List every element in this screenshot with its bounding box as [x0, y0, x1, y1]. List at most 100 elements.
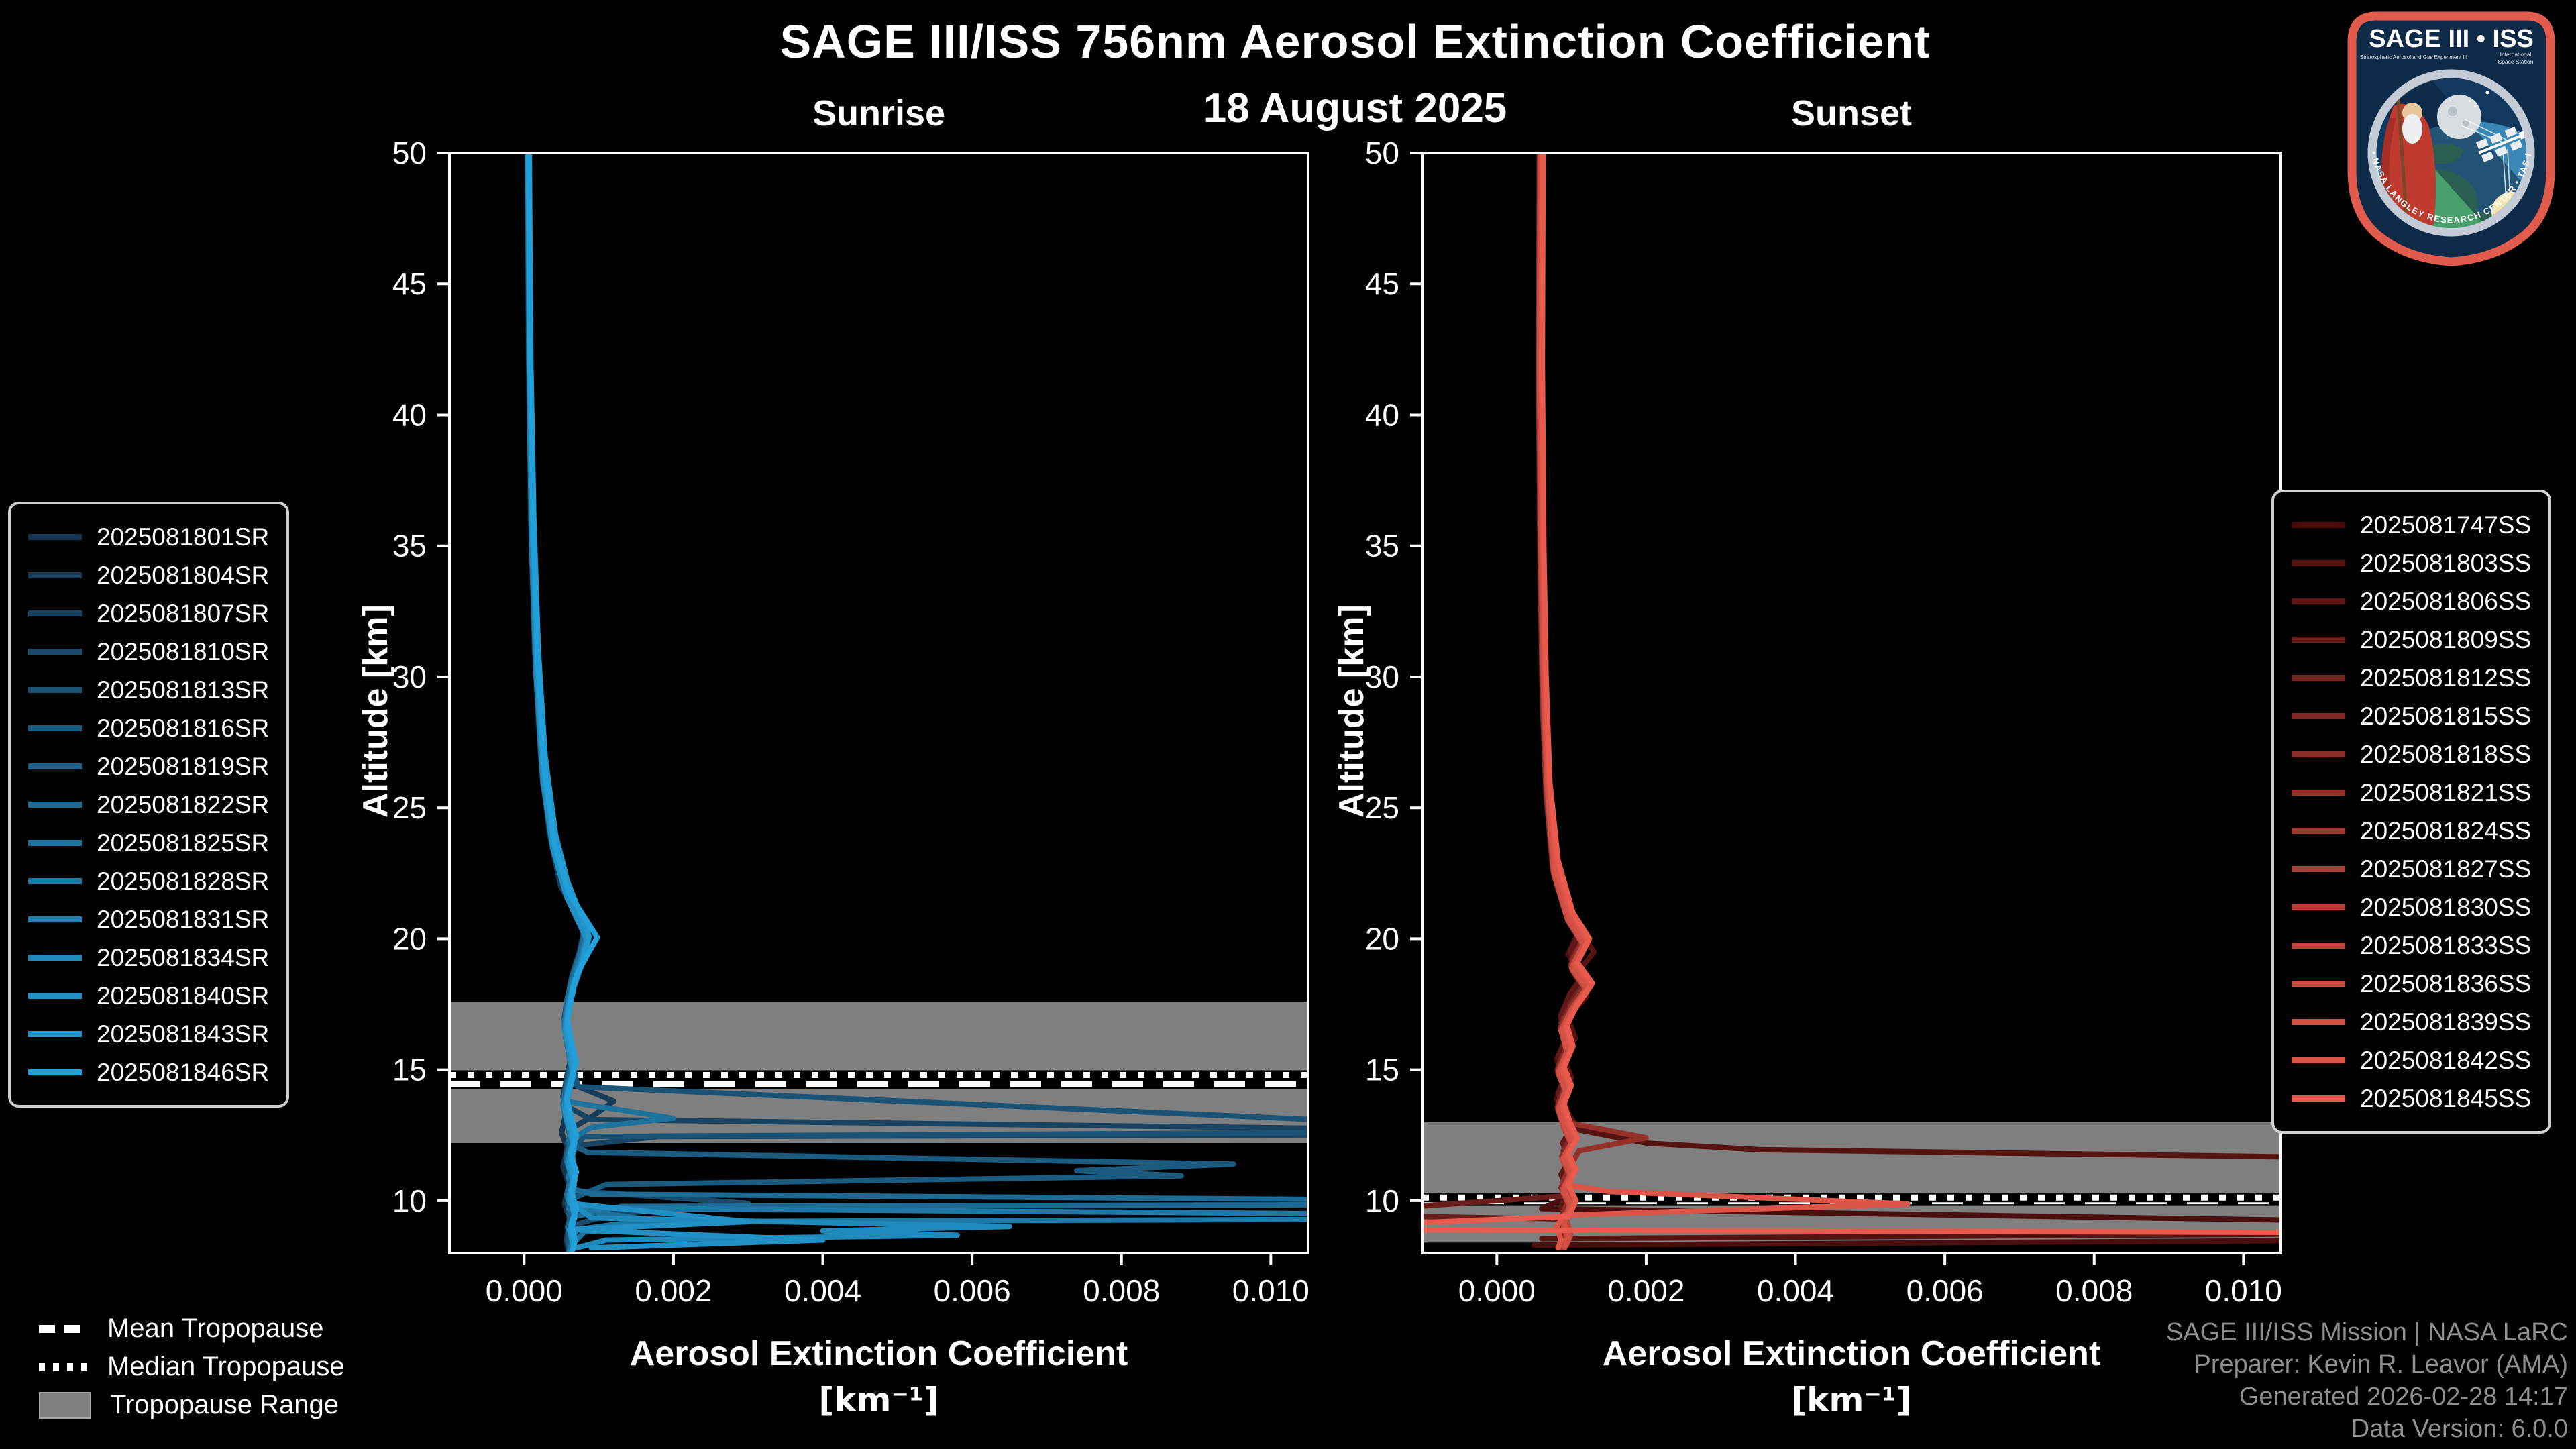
- sunrise-plot: 0.000 0.002 0.004 0.006 0.008 0.010 10 15 20 25 30…: [392, 136, 1309, 1308]
- y-tick-label: 15: [1365, 1053, 1399, 1087]
- profile-line-2025081846SR: [526, 153, 600, 1253]
- x-tick-label: 0.006: [1907, 1273, 1984, 1308]
- legend-label: 2025081747SS: [2360, 511, 2532, 539]
- plot-frame: [1421, 152, 2282, 1254]
- profile-line-2025081845SS: [1422, 153, 2281, 1236]
- x-tick-label: 0.004: [784, 1273, 861, 1308]
- legend-label: 2025081828SR: [97, 867, 270, 895]
- sunset-legend: 2025081747SS 2025081803SS 2025081806SS 2025…: [2271, 490, 2552, 1134]
- y-tick-label: 10: [1365, 1183, 1399, 1218]
- legend-line-swatch: [28, 649, 82, 655]
- mean-tropopause-label: Mean Tropopause: [107, 1313, 324, 1343]
- profile-line-2025081747SS: [1532, 153, 2281, 1248]
- legend-line-swatch: [2292, 1057, 2345, 1063]
- legend-label: 2025081836SS: [2360, 969, 2532, 998]
- legend-label: 2025081845SS: [2360, 1084, 2532, 1112]
- sage-iss-logo: SAGE III • ISS Stratospheric Aerosol and…: [2347, 11, 2555, 266]
- legend-line-swatch: [2292, 981, 2345, 987]
- legend-line-swatch: [28, 534, 82, 540]
- legend-line-swatch: [28, 916, 82, 922]
- x-tick-label: 0.008: [1083, 1273, 1160, 1308]
- legend-line-swatch: [28, 878, 82, 884]
- plot-frame: [448, 152, 1309, 1254]
- legend-line-swatch: [28, 1031, 82, 1037]
- legend-label: 2025081834SR: [97, 943, 270, 971]
- legend-label: 2025081804SR: [97, 561, 270, 589]
- legend-item: 2025081812SS: [2292, 659, 2531, 697]
- legend-label: 2025081833SS: [2360, 931, 2532, 959]
- x-tick-label: 0.002: [1607, 1273, 1684, 1308]
- legend-item: 2025081828SR: [28, 862, 269, 900]
- date-subtitle: 18 August 2025: [1203, 85, 1507, 131]
- logo-subtitle-right-1: International: [2500, 51, 2532, 58]
- legend-label: 2025081831SR: [97, 905, 270, 933]
- legend-line-swatch: [28, 840, 82, 846]
- tropopause-range-band: [1422, 1122, 2281, 1243]
- legend-item: 2025081807SR: [28, 594, 269, 633]
- legend-line-swatch: [2292, 713, 2345, 719]
- logo-moon-crater: [2463, 120, 2469, 127]
- legend-label: 2025081842SS: [2360, 1046, 2532, 1074]
- legend-item: 2025081834SR: [28, 938, 269, 977]
- attribution-generated: Generated 2026-02-28 14:17: [2239, 1383, 2568, 1411]
- legend-line-swatch: [2292, 598, 2345, 604]
- legend-item: 2025081815SS: [2292, 697, 2531, 735]
- y-tick-label: 50: [392, 136, 427, 170]
- logo-subtitle-right-2: Space Station: [2498, 58, 2534, 65]
- y-tick-label: 25: [392, 790, 427, 825]
- x-axis-unit-sunset: [km⁻¹]: [1791, 1381, 1912, 1419]
- legend-item: 2025081846SR: [28, 1053, 269, 1091]
- y-tick-label: 10: [392, 1183, 427, 1218]
- legend-line-swatch: [2292, 828, 2345, 834]
- x-tick-label: 0.010: [1232, 1273, 1309, 1308]
- legend-line-swatch: [2292, 1019, 2345, 1025]
- legend-item: 2025081821SS: [2292, 773, 2531, 812]
- legend-line-swatch: [2292, 866, 2345, 872]
- legend-line-swatch: [28, 725, 82, 731]
- y-tick-label: 40: [392, 397, 427, 432]
- legend-line-swatch: [28, 763, 82, 769]
- x-tick-label: 0.008: [2055, 1273, 2133, 1308]
- legend-item: 2025081839SS: [2292, 1003, 2531, 1041]
- legend-item: 2025081818SS: [2292, 735, 2531, 773]
- x-axis-label-sunset: Aerosol Extinction Coefficient: [1602, 1334, 2101, 1373]
- legend-item: 2025081810SR: [28, 633, 269, 671]
- legend-line-swatch: [28, 955, 82, 961]
- logo-moon: [2437, 95, 2481, 139]
- legend-item: 2025081804SR: [28, 556, 269, 594]
- legend-item-tropopause-range: Tropopause Range: [39, 1386, 345, 1424]
- median-tropopause-label: Median Tropopause: [107, 1352, 345, 1381]
- legend-item: 2025081816SR: [28, 709, 269, 747]
- sunset-legend-list: 2025081747SS 2025081803SS 2025081806SS 2025…: [2292, 506, 2531, 1118]
- legend-item: 2025081842SS: [2292, 1041, 2531, 1079]
- legend-label: 2025081801SR: [97, 523, 270, 551]
- y-tick-label: 30: [1365, 659, 1399, 694]
- y-axis-label-sunrise: Altitude [km]: [356, 604, 395, 818]
- legend-item: 2025081822SR: [28, 786, 269, 824]
- x-tick-label: 0.000: [1458, 1273, 1536, 1308]
- legend-item: 2025081840SR: [28, 977, 269, 1015]
- y-tick-label: 20: [1365, 921, 1399, 956]
- legend-label: 2025081819SR: [97, 752, 270, 780]
- legend-label: 2025081843SR: [97, 1020, 270, 1048]
- legend-label: 2025081825SR: [97, 828, 270, 857]
- legend-item: 2025081801SR: [28, 518, 269, 556]
- y-tick-label: 40: [1365, 397, 1399, 432]
- y-tick-label: 25: [1365, 790, 1399, 825]
- legend-item-mean-tropopause: Mean Tropopause: [39, 1309, 345, 1348]
- legend-line-swatch: [2292, 1095, 2345, 1102]
- legend-label: 2025081806SS: [2360, 587, 2532, 615]
- legend-label: 2025081813SR: [97, 676, 270, 704]
- sunrise-legend: 2025081801SR 2025081804SR 2025081807SR 2025…: [8, 502, 290, 1108]
- y-tick-label: 20: [392, 921, 427, 956]
- legend-line-swatch: [2292, 675, 2345, 681]
- legend-item: 2025081806SS: [2292, 582, 2531, 621]
- x-tick-label: 0.002: [635, 1273, 712, 1308]
- y-tick-label: 15: [392, 1053, 427, 1087]
- legend-label: 2025081809SS: [2360, 625, 2532, 653]
- legend-item: 2025081803SS: [2292, 544, 2531, 582]
- legend-item-median-tropopause: Median Tropopause: [39, 1348, 345, 1386]
- legend-line-swatch: [2292, 943, 2345, 949]
- x-tick-label: 0.004: [1757, 1273, 1834, 1308]
- legend-label: 2025081816SR: [97, 714, 270, 742]
